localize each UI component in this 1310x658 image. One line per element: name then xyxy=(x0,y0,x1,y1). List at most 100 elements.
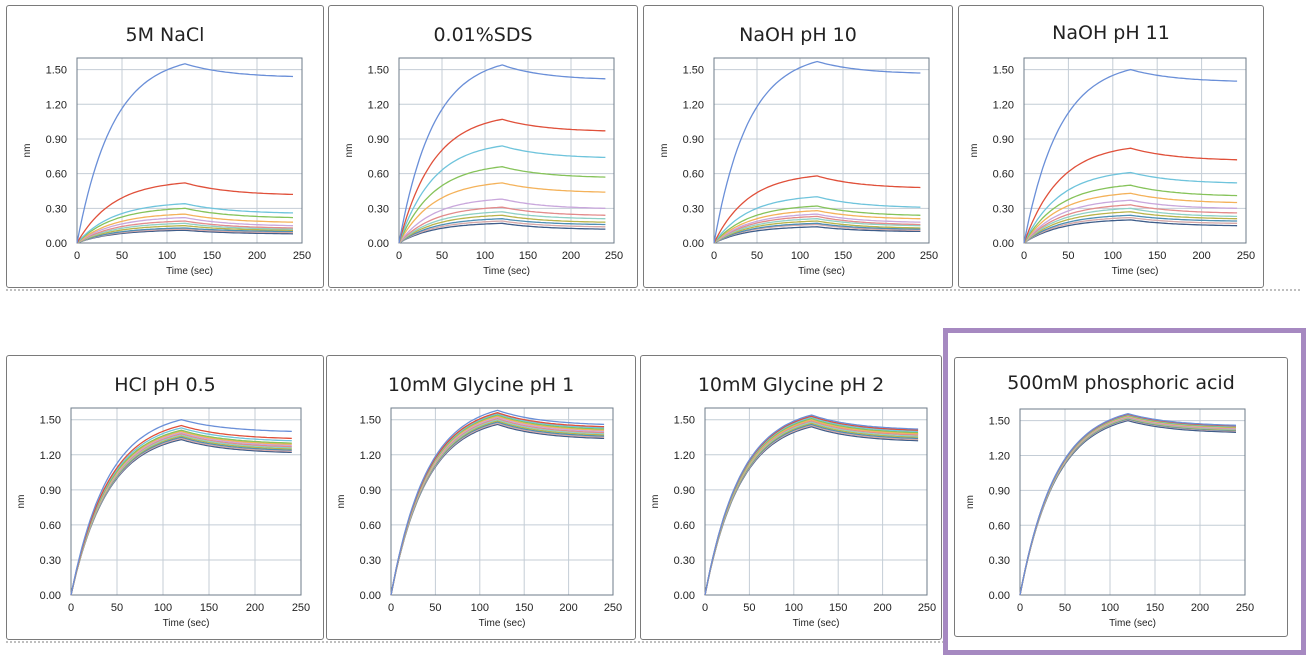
y-tick-label: 0.90 xyxy=(993,134,1014,146)
x-tick-label: 0 xyxy=(1017,602,1023,614)
y-tick-label: 1.50 xyxy=(683,65,704,77)
y-tick-label: 0.90 xyxy=(368,134,389,146)
chart-title: HCl pH 0.5 xyxy=(114,374,216,396)
x-tick-label: 150 xyxy=(1146,602,1164,614)
y-tick-label: 0.60 xyxy=(40,520,61,532)
plot-frame xyxy=(1023,57,1247,244)
series-line xyxy=(704,415,919,596)
x-tick-label: 50 xyxy=(429,602,441,614)
series-line xyxy=(1023,171,1238,244)
y-tick-label: 1.20 xyxy=(46,99,67,111)
x-axis-label: Time (sec) xyxy=(166,266,213,277)
series-line xyxy=(713,220,921,244)
series-line xyxy=(713,175,921,244)
plot-frame xyxy=(70,407,302,596)
series-line xyxy=(704,414,919,596)
x-axis-label: Time (sec) xyxy=(1109,618,1156,629)
y-tick-label: 1.20 xyxy=(40,450,61,462)
x-axis-label: Time (sec) xyxy=(163,618,210,629)
chart-title: NaOH pH 11 xyxy=(1052,22,1170,44)
chart-svg: 0.00 0.30 0.60 0.90 1.20 1.50 0 50 100 150 200 250 T… xyxy=(336,407,622,629)
chart-title: 10mM Glycine pH 1 xyxy=(387,374,575,396)
series-line xyxy=(76,229,294,244)
series-line xyxy=(1023,211,1238,244)
y-tick-label: 0.30 xyxy=(46,203,67,215)
x-tick-label: 250 xyxy=(1236,602,1254,614)
series-line xyxy=(713,218,921,244)
row-separator-top xyxy=(6,289,1300,291)
series-line xyxy=(70,429,292,596)
chart-svg: 0.00 0.30 0.60 0.90 1.20 1.50 0 50 100 150 200 250 T… xyxy=(16,407,310,629)
y-tick-label: 1.20 xyxy=(368,99,389,111)
series-line xyxy=(704,419,919,596)
x-tick-label: 100 xyxy=(154,602,172,614)
series-line xyxy=(398,206,606,244)
x-tick-label: 100 xyxy=(785,602,803,614)
chart-svg: 0.00 0.30 0.60 0.90 1.20 1.50 0 50 100 150 200 250 T… xyxy=(969,57,1255,277)
chart-panel-glycine-ph2: 10mM Glycine pH 2 0.00 0.30 0.60 0.90 1.20 1.… xyxy=(640,355,942,640)
y-tick-label: 0.60 xyxy=(46,169,67,181)
series-line xyxy=(390,413,605,596)
y-tick-label: 1.20 xyxy=(989,451,1010,463)
y-axis-label: nm xyxy=(659,144,670,158)
series-line xyxy=(713,222,921,244)
y-tick-label: 0.60 xyxy=(360,520,381,532)
series-line xyxy=(713,60,921,244)
series-line xyxy=(76,220,294,244)
y-tick-label: 0.00 xyxy=(46,238,67,250)
series-line xyxy=(390,420,605,596)
x-tick-label: 50 xyxy=(436,250,448,262)
series-line xyxy=(704,424,919,596)
series-line xyxy=(713,209,921,244)
x-tick-label: 200 xyxy=(246,602,264,614)
y-tick-label: 0.60 xyxy=(368,169,389,181)
series-line xyxy=(398,64,606,244)
y-axis-label: nm xyxy=(344,144,355,158)
x-axis-label: Time (sec) xyxy=(479,618,526,629)
y-tick-label: 0.90 xyxy=(46,134,67,146)
x-tick-label: 150 xyxy=(1148,250,1166,262)
x-tick-label: 250 xyxy=(1237,250,1255,262)
chart-title: 5M NaCl xyxy=(125,24,205,46)
series-line xyxy=(70,430,292,596)
series-line xyxy=(390,412,605,596)
x-axis-label: Time (sec) xyxy=(798,266,845,277)
series-line xyxy=(70,437,292,596)
x-tick-label: 250 xyxy=(292,602,310,614)
y-tick-label: 0.30 xyxy=(683,203,704,215)
x-tick-label: 100 xyxy=(1104,250,1122,262)
chart-panel-naoh-ph10: NaOH pH 10 0.00 0.30 0.60 0.90 1.20 1.50 0 50 10… xyxy=(643,5,953,288)
y-tick-label: 0.30 xyxy=(40,555,61,567)
series-line xyxy=(704,417,919,596)
y-tick-label: 0.30 xyxy=(368,203,389,215)
y-tick-label: 0.60 xyxy=(993,169,1014,181)
series-line xyxy=(76,228,293,244)
plot-frame xyxy=(704,407,928,596)
y-tick-label: 1.20 xyxy=(360,450,381,462)
series-line xyxy=(70,431,292,596)
series-line xyxy=(76,207,294,244)
series-line xyxy=(390,422,605,596)
x-tick-label: 50 xyxy=(743,602,755,614)
x-tick-label: 200 xyxy=(562,250,580,262)
series-line xyxy=(1023,192,1238,244)
series-line xyxy=(390,409,605,596)
y-tick-label: 1.50 xyxy=(993,65,1014,77)
chart-panel-naoh-ph11: NaOH pH 11 0.00 0.30 0.60 0.90 1.20 1.50 0 50 10… xyxy=(958,5,1264,288)
series-line xyxy=(70,434,292,596)
x-tick-label: 50 xyxy=(1062,250,1074,262)
y-tick-label: 0.90 xyxy=(40,485,61,497)
y-tick-label: 1.50 xyxy=(368,65,389,77)
series-line xyxy=(713,215,921,244)
x-tick-label: 150 xyxy=(203,250,221,262)
x-tick-label: 0 xyxy=(702,602,708,614)
series-line xyxy=(390,421,605,596)
chart-title: 500mM phosphoric acid xyxy=(1007,372,1235,394)
series-line xyxy=(704,420,919,596)
x-tick-label: 0 xyxy=(74,250,80,262)
series-line xyxy=(70,424,292,596)
series-line xyxy=(1023,199,1238,244)
x-tick-label: 150 xyxy=(829,602,847,614)
x-tick-label: 0 xyxy=(396,250,402,262)
chart-svg: 0.00 0.30 0.60 0.90 1.20 1.50 0 50 100 150 200 250 T… xyxy=(965,408,1254,629)
